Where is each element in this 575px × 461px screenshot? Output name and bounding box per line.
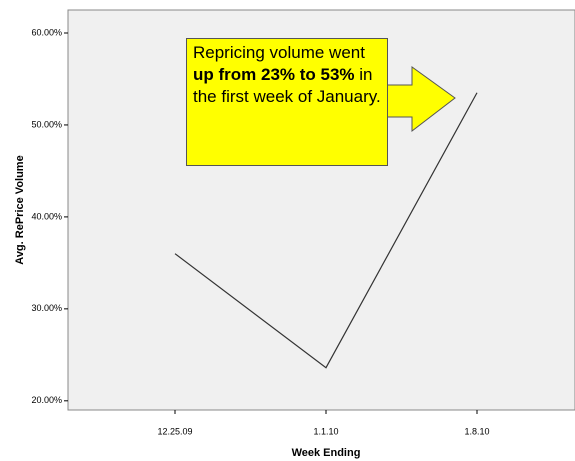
annotation-bold: up from 23% to 53% [193, 65, 355, 84]
y-tick-label: 20.00% [31, 395, 62, 405]
x-tick-label: 1.1.10 [313, 426, 338, 436]
y-axis-label: Avg. RePrice Volume [14, 155, 26, 264]
y-tick-label: 40.00% [31, 211, 62, 221]
annotation-arrow [385, 66, 456, 133]
y-tick-label: 60.00% [31, 27, 62, 37]
x-tick-label: 12.25.09 [157, 426, 192, 436]
y-tick-label: 50.00% [31, 119, 62, 129]
y-tick-label: 30.00% [31, 303, 62, 313]
annotation-text: in the first week of January. [193, 65, 381, 106]
annotation-box: Repricing volume went up from 23% to 53%… [186, 38, 388, 166]
line [174, 92, 478, 369]
x-axis-label: Week Ending [292, 447, 361, 459]
x-tick-label: 1.8.10 [464, 426, 489, 436]
annotation-text: Repricing volume went [193, 43, 365, 62]
